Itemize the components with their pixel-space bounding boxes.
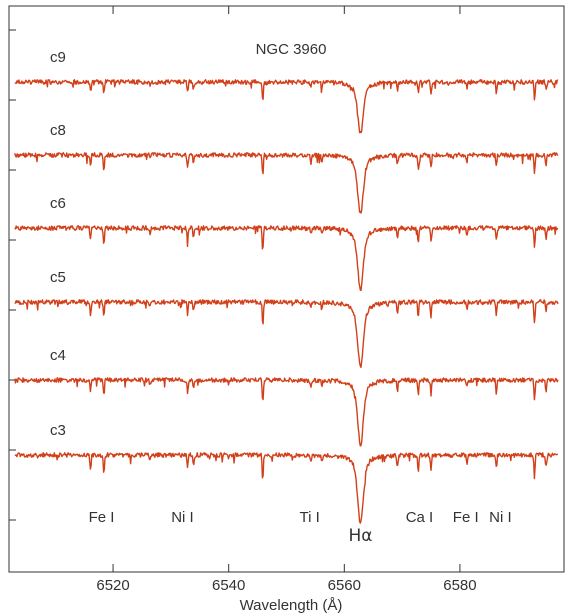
line-annotation: Ni I — [489, 509, 512, 526]
spectrum-label-c6: c6 — [50, 195, 66, 212]
spectrum-label-c4: c4 — [50, 347, 66, 364]
spectra-series — [14, 79, 559, 524]
spectrum-label-c9: c9 — [50, 49, 66, 66]
spectrum-line-c3 — [14, 452, 559, 524]
x-tick-label: 6560 — [328, 577, 361, 594]
spectrum-label-c8: c8 — [50, 122, 66, 139]
line-annotation: Fe I — [89, 509, 115, 526]
x-axis-title: Wavelength (Å) — [240, 597, 343, 614]
spectrum-label-c5: c5 — [50, 269, 66, 286]
line-annotation: Fe I — [453, 509, 479, 526]
spectrum-label-c3: c3 — [50, 422, 66, 439]
chart-title: NGC 3960 — [256, 41, 327, 58]
spectrum-line-c6 — [14, 225, 559, 292]
line-annotation: Ca I — [406, 509, 434, 526]
plot-frame — [8, 5, 565, 573]
x-tick-label: 6520 — [96, 577, 129, 594]
x-tick-label: 6580 — [443, 577, 476, 594]
spectrum-labels: c9 c8 c6 c5 c4 c3 — [50, 49, 66, 439]
spectrum-line-c9 — [14, 79, 559, 134]
axis-ticks: 6520 6540 6560 6580 — [9, 6, 477, 594]
line-annotation: Hα — [349, 526, 373, 546]
line-annotations: Fe I Ni I Ti I Hα Ca I Fe I Ni I — [89, 509, 512, 546]
x-tick-label: 6540 — [212, 577, 245, 594]
spectrum-line-c4 — [14, 377, 559, 447]
line-annotation: Ti I — [299, 509, 319, 526]
line-annotation: Ni I — [171, 509, 194, 526]
spectrum-line-c8 — [14, 152, 559, 214]
spectrum-line-c5 — [14, 299, 559, 368]
